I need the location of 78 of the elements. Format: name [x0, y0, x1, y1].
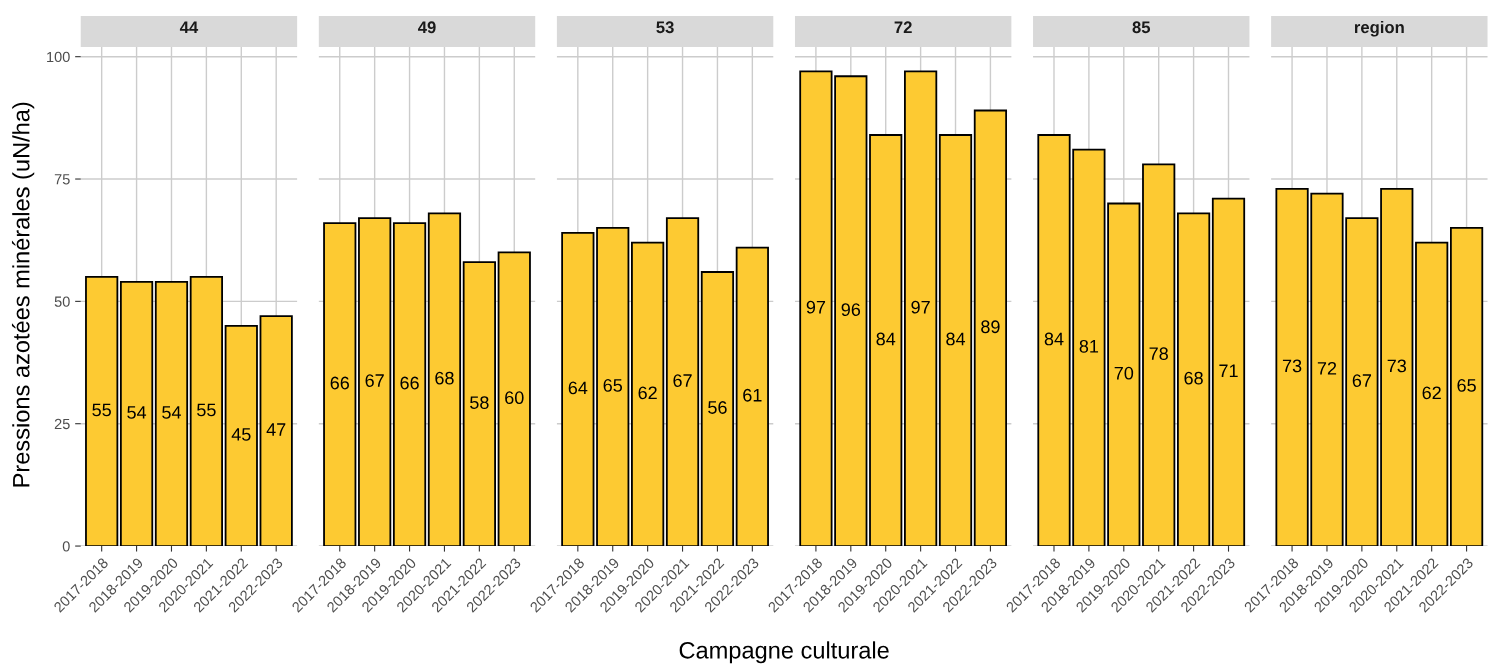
data-label: 70: [1114, 366, 1134, 380]
y-axis-title: Pressions azotées minérales (uN/ha): [11, 102, 35, 487]
bar: [665, 217, 700, 547]
data-label: 81: [1079, 339, 1099, 353]
chart-title: 53: [656, 21, 674, 34]
bar: [1176, 212, 1211, 547]
y-tick-label: 75: [54, 174, 70, 185]
bar: [735, 246, 769, 547]
data-label: 61: [743, 388, 762, 402]
data-label: 78: [1149, 347, 1168, 361]
bar: [323, 222, 357, 547]
data-label: 67: [673, 374, 692, 387]
y-tick-label: 25: [54, 418, 70, 430]
data-label: 67: [365, 374, 384, 387]
data-label: 68: [435, 371, 454, 385]
bar: [1211, 197, 1246, 547]
data-label: 45: [231, 428, 251, 441]
data-label: 64: [568, 381, 588, 395]
bar: [561, 231, 595, 547]
data-label: 84: [946, 332, 966, 346]
data-label: 84: [876, 332, 896, 346]
data-label: 89: [981, 320, 1000, 334]
data-label: 68: [1184, 371, 1203, 385]
bar: [904, 70, 938, 547]
data-label: 54: [127, 406, 147, 419]
data-label: 62: [1422, 386, 1441, 400]
chart-title: 85: [1132, 21, 1151, 34]
data-label: 65: [603, 379, 623, 392]
data-label: 62: [638, 386, 657, 400]
bar: [973, 109, 1008, 547]
y-tick-label: 50: [54, 296, 70, 307]
data-label: 60: [505, 391, 524, 405]
data-label: 66: [330, 376, 349, 390]
data-label: 96: [841, 303, 861, 316]
y-tick-label: 0: [62, 541, 70, 552]
bar: [1107, 202, 1141, 547]
x-axis-title: Campagne culturale: [679, 641, 889, 664]
data-label: 55: [197, 403, 216, 417]
bar: [392, 222, 427, 547]
bar: [224, 324, 258, 547]
data-label: 72: [1317, 361, 1337, 375]
data-label: 54: [162, 406, 181, 419]
data-label: 58: [470, 396, 489, 409]
y-tick-label: 100: [47, 51, 70, 63]
data-label: 73: [1282, 359, 1302, 373]
chart-title: region: [1354, 20, 1404, 37]
bar: [189, 275, 223, 547]
data-label: 56: [708, 401, 727, 414]
bar: [869, 134, 903, 547]
data-label: 97: [806, 300, 826, 314]
bar: [1142, 163, 1176, 547]
data-label: 97: [911, 300, 930, 314]
bar: [497, 251, 531, 547]
bar: [462, 261, 496, 547]
data-label: 67: [1352, 374, 1372, 387]
bar: [119, 280, 154, 547]
chart-title: 49: [417, 21, 436, 34]
data-label: 55: [92, 403, 111, 417]
bar: [358, 217, 392, 547]
bar: [1415, 241, 1449, 547]
bar: [427, 212, 462, 547]
chart-title: 44: [179, 21, 199, 34]
data-label: 66: [400, 376, 419, 390]
data-label: 47: [266, 423, 286, 436]
bar: [154, 280, 189, 547]
data-label: 84: [1044, 332, 1064, 346]
bar: [596, 227, 630, 547]
data-label: 65: [1457, 379, 1476, 392]
chart-title: 72: [894, 21, 912, 34]
bar: [631, 241, 665, 547]
data-label: 71: [1219, 364, 1238, 377]
bar: [700, 271, 735, 547]
bar: [1449, 227, 1484, 547]
bar: [259, 315, 293, 547]
data-label: 73: [1387, 359, 1407, 373]
bar: [85, 275, 119, 547]
bar: [1380, 187, 1414, 547]
bar: [938, 134, 973, 547]
